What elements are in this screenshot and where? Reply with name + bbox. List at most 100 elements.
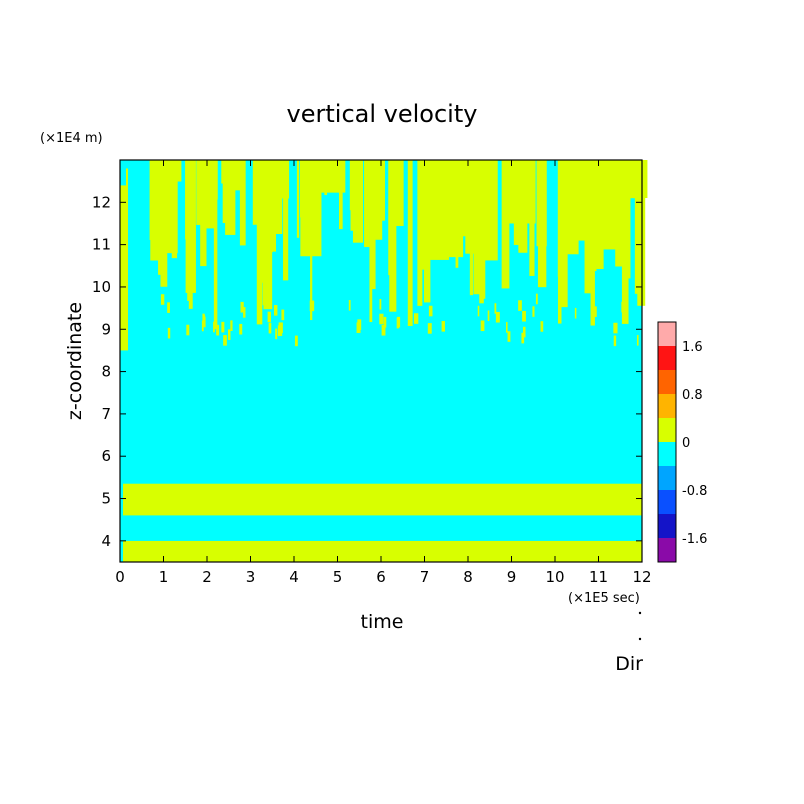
x-tick-label: 0 (115, 568, 125, 586)
heatmap-streak (239, 160, 246, 246)
y-unit-label: (×1E4 m) (40, 131, 103, 146)
x-tick-label: 11 (589, 568, 608, 586)
heatmap-fragment (309, 300, 315, 312)
heatmap-plot-area (120, 160, 648, 562)
heatmap-streak (388, 160, 391, 276)
y-tick-label: 12 (92, 193, 111, 211)
colorbar-tick-label: 0.8 (682, 388, 703, 403)
colorbar-swatch (658, 346, 676, 370)
x-tick-label: 7 (420, 568, 430, 586)
heatmap-patch (475, 160, 498, 261)
heatmap-fragment (357, 319, 362, 330)
heatmap-fragment (522, 310, 526, 322)
heatmap-streak (390, 160, 395, 234)
x-tick-label: 8 (463, 568, 473, 586)
heatmap-fragment (636, 335, 639, 346)
heatmap-patch (451, 160, 468, 237)
heatmap-streak (596, 160, 604, 270)
heatmap-fragment (167, 327, 171, 339)
heatmap-fragment (281, 309, 285, 321)
heatmap-fragment (413, 313, 419, 324)
x-tick-label: 5 (333, 568, 343, 586)
x-axis-label: time (361, 611, 404, 633)
y-tick-label: 5 (101, 490, 111, 508)
heatmap-fragment (275, 328, 278, 340)
heatmap-band (123, 540, 642, 562)
x-tick-label: 9 (507, 568, 517, 586)
heatmap-patch (508, 160, 536, 224)
heatmap-fragment (532, 306, 535, 317)
heatmap-fragment (535, 293, 538, 305)
heatmap-streak (209, 160, 218, 200)
colorbar-tick-label: -0.8 (682, 484, 707, 499)
heatmap-streak (338, 160, 343, 230)
chart-title: vertical velocity (287, 100, 478, 128)
heatmap-left-streak (120, 168, 128, 351)
colorbar-swatch (658, 394, 676, 418)
heatmap-fragment (186, 324, 190, 336)
heatmap-streak (352, 160, 363, 243)
heatmap-fragment (203, 314, 206, 326)
x-unit-label: (×1E5 sec) (568, 591, 640, 606)
y-axis: 4 5 6 7 8 9 10 11 12 (92, 193, 642, 550)
heatmap-fragment (506, 322, 508, 333)
heatmap-fragment (223, 335, 227, 346)
heatmap-streak (188, 160, 193, 309)
colorbar-frame (657, 321, 677, 563)
y-tick-label: 9 (101, 320, 111, 338)
heatmap-patch (270, 160, 283, 234)
x-axis: 0 1 2 3 4 5 6 7 8 9 10 11 12 (115, 160, 652, 586)
heatmap-fragment (487, 310, 490, 322)
heatmap-fragment (216, 324, 220, 336)
x-tick-label: 1 (159, 568, 169, 586)
heatmap-streak (407, 160, 413, 326)
colorbar-swatch (658, 490, 676, 514)
heatmap-fragment (396, 316, 401, 328)
x-tick-label: 10 (545, 568, 564, 586)
x-tick-label: 3 (246, 568, 256, 586)
heatmap-fragment (230, 320, 233, 331)
heatmap-fragment (221, 321, 225, 333)
colorbar-swatch (658, 370, 676, 394)
heatmap-streak (283, 160, 289, 281)
colorbar-swatch (658, 514, 676, 538)
heatmap-fragment (201, 320, 204, 332)
heatmap-patch (317, 160, 346, 193)
heatmap-fragment (480, 320, 485, 332)
colorbar-swatch (658, 442, 676, 466)
heatmap-streak (393, 160, 404, 226)
y-tick-label: 6 (101, 447, 111, 465)
heatmap-patch (600, 160, 622, 250)
heatmap-patch (300, 160, 322, 257)
heatmap-fragment (268, 322, 272, 334)
heatmap-fragment (160, 294, 165, 305)
heatmap-streak (225, 160, 236, 235)
heatmap-fragment (227, 329, 231, 340)
heatmap-fragment (441, 321, 445, 332)
heatmap-streak (364, 160, 368, 182)
heatmap-band (123, 483, 642, 516)
heatmap-left-gap (120, 160, 126, 186)
heatmap-fragment (518, 300, 522, 311)
y-tick-label: 4 (101, 532, 111, 550)
colorbar-tick-label: 1.6 (682, 340, 703, 355)
heatmap-streak (261, 160, 271, 283)
y-tick-label: 8 (101, 363, 111, 381)
heatmap-fragment (294, 335, 298, 347)
heatmap-patch (372, 160, 386, 221)
heatmap-patch (196, 160, 212, 225)
footer-marks (638, 611, 642, 641)
heatmap-streak (252, 160, 259, 225)
colorbar-tick-label: 0 (682, 436, 690, 451)
x-tick-label: 12 (632, 568, 651, 586)
x-tick-label: 2 (202, 568, 212, 586)
heatmap-fragment (540, 321, 544, 332)
heatmap-fragment (428, 305, 433, 317)
heatmap-streak (213, 160, 218, 330)
heatmap-streak (622, 160, 631, 279)
heatmap-fragment (379, 298, 382, 310)
footer-label: Dir (615, 653, 643, 675)
x-tick-label: 6 (376, 568, 386, 586)
heatmap-fragment (267, 311, 271, 323)
